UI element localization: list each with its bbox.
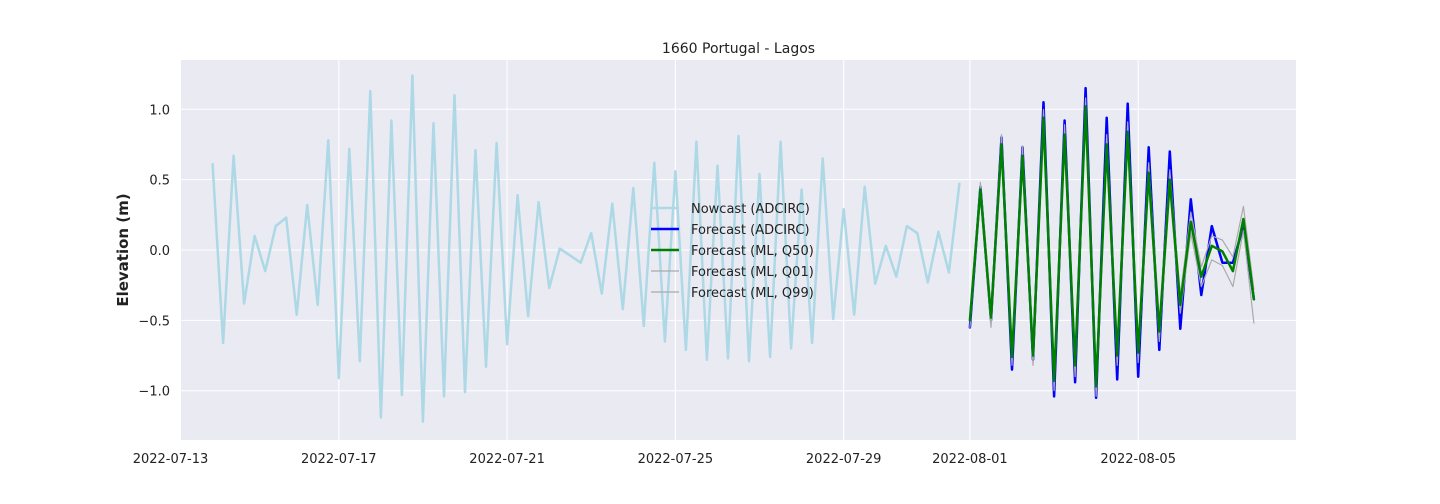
- legend-label: Forecast (ADCIRC): [691, 223, 810, 238]
- legend-label: Forecast (ML, Q01): [691, 265, 814, 280]
- x-tick-label: 2022-07-25: [638, 452, 714, 467]
- y-axis-label: Elevation (m): [114, 193, 132, 306]
- series-lines: [211, 74, 1256, 423]
- legend-label: Forecast (ML, Q99): [691, 286, 814, 301]
- x-tick-label: 2022-07-29: [806, 452, 882, 467]
- x-tick-label: 2022-07-17: [301, 452, 377, 467]
- series-line-nowcast-adcirc: [211, 74, 961, 423]
- y-tick-label: −0.5: [138, 314, 170, 329]
- legend-label: Forecast (ML, Q50): [691, 244, 814, 259]
- chart-title: 1660 Portugal - Lagos: [662, 41, 815, 57]
- y-tick-label: 1.0: [149, 103, 170, 118]
- x-tick-label: 2022-07-13: [133, 452, 209, 467]
- axis-tick-labels: 2022-07-13 2022-07-17 2022-07-21 2022-07-25…: [133, 103, 1176, 467]
- y-tick-label: 0.0: [149, 244, 170, 259]
- series-line-forecast-ml-q50: [968, 105, 1256, 388]
- legend-label: Nowcast (ADCIRC): [691, 202, 810, 217]
- y-tick-label: 0.5: [149, 174, 170, 189]
- x-tick-label: 2022-08-05: [1100, 452, 1176, 467]
- x-tick-label: 2022-08-01: [932, 452, 1008, 467]
- legend: Nowcast (ADCIRC) Forecast (ADCIRC) Forecas…: [651, 202, 814, 301]
- x-tick-label: 2022-07-21: [469, 452, 545, 467]
- y-tick-label: −1.0: [138, 385, 170, 400]
